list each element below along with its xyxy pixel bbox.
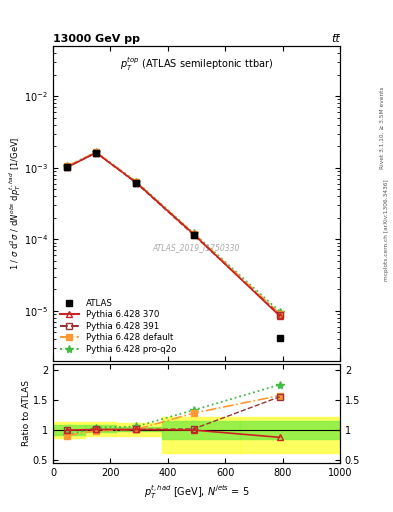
X-axis label: $p_T^{t,had}$ [GeV], $N^{jets}$ = 5: $p_T^{t,had}$ [GeV], $N^{jets}$ = 5 [144,484,249,501]
Text: $p_T^{top}$ (ATLAS semileptonic ttbar): $p_T^{top}$ (ATLAS semileptonic ttbar) [120,55,273,73]
Text: mcplots.cern.ch [arXiv:1306.3436]: mcplots.cern.ch [arXiv:1306.3436] [384,180,389,281]
Text: Rivet 3.1.10, ≥ 3.5M events: Rivet 3.1.10, ≥ 3.5M events [380,87,384,169]
Y-axis label: 1 / $\sigma$ d$^2\sigma$ / d$N^{obs}$ d$p_T^{t,had}$ [1/GeV]: 1 / $\sigma$ d$^2\sigma$ / d$N^{obs}$ d$… [7,137,23,270]
Legend: ATLAS, Pythia 6.428 370, Pythia 6.428 391, Pythia 6.428 default, Pythia 6.428 pr: ATLAS, Pythia 6.428 370, Pythia 6.428 39… [57,296,179,357]
Y-axis label: Ratio to ATLAS: Ratio to ATLAS [22,380,31,446]
Text: 13000 GeV pp: 13000 GeV pp [53,33,140,44]
Text: ATLAS_2019_I1750330: ATLAS_2019_I1750330 [153,243,240,252]
Text: tt̅: tt̅ [331,33,340,44]
